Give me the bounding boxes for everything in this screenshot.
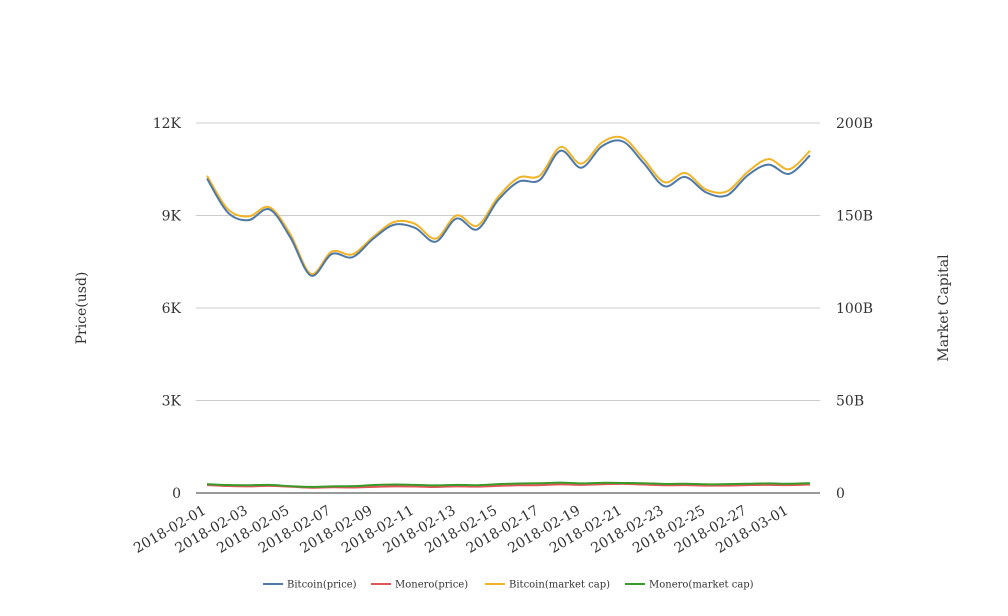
legend: Bitcoin(price) Monero(price) Bitcoin(marke… <box>263 580 754 591</box>
series-lines <box>206 135 811 489</box>
legend-item: Bitcoin(market cap) <box>485 580 610 591</box>
legend-label: Monero(price) <box>395 580 468 591</box>
right-y-axis-title: Market Capital <box>936 254 952 362</box>
right-y-tick-label: 150B <box>836 209 873 225</box>
left-y-axis-title: Price(usd) <box>74 272 90 345</box>
gridlines <box>196 122 820 401</box>
right-y-tick-label: 50B <box>836 394 864 410</box>
right-y-tick-label: 200B <box>836 116 873 132</box>
left-y-tick-label: 12K <box>153 116 182 132</box>
left-y-tick-labels: 0 3K 6K 9K 12K <box>153 116 182 502</box>
legend-item: Monero(market cap) <box>625 580 754 591</box>
legend-item: Bitcoin(price) <box>263 580 357 591</box>
legend-item: Monero(price) <box>371 580 468 591</box>
left-y-tick-label: 6K <box>162 301 182 317</box>
right-y-tick-label: 0 <box>836 486 845 502</box>
legend-label: Bitcoin(price) <box>287 580 357 591</box>
right-y-tick-labels: 0 50B 100B 150B 200B <box>836 116 873 502</box>
left-y-tick-label: 9K <box>162 209 182 225</box>
series-line-bitcoin-market-cap <box>206 135 811 275</box>
series-line-bitcoin-price <box>206 139 811 277</box>
left-y-tick-label: 0 <box>172 486 181 502</box>
x-tick-labels: 2018-02-012018-02-032018-02-052018-02-07… <box>131 503 791 557</box>
legend-label: Monero(market cap) <box>649 580 754 591</box>
legend-label: Bitcoin(market cap) <box>509 580 610 591</box>
series-line-monero-market-cap <box>206 481 811 488</box>
left-y-tick-label: 3K <box>162 394 182 410</box>
right-y-tick-label: 100B <box>836 301 873 317</box>
